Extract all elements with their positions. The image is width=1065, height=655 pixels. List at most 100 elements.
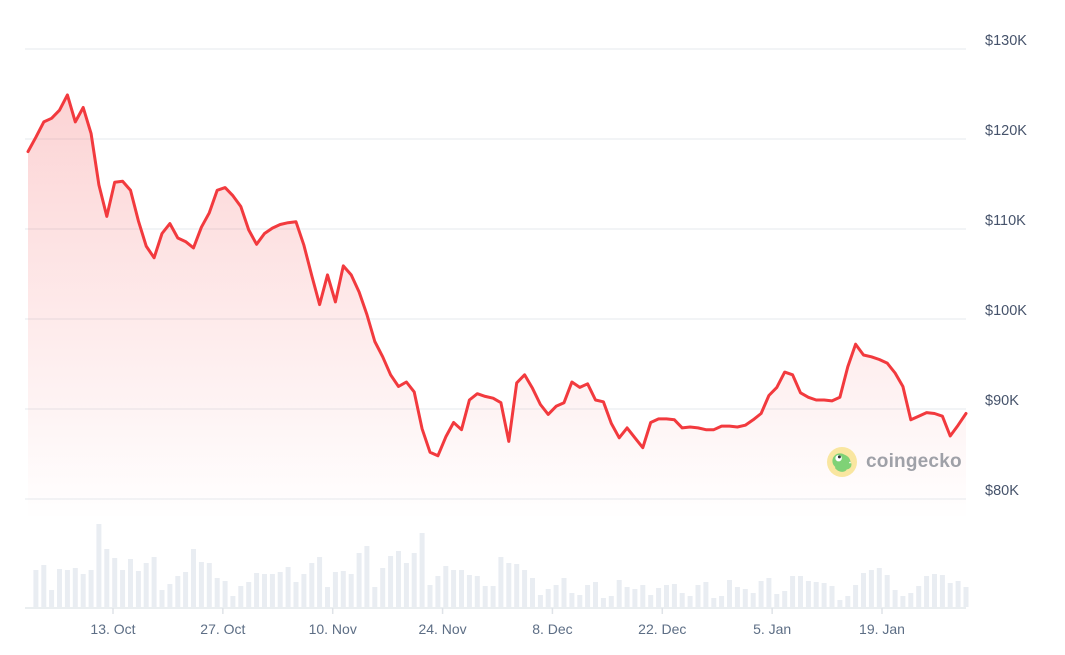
volume-bar bbox=[506, 563, 512, 607]
volume-bar bbox=[924, 576, 930, 607]
volume-bar bbox=[861, 573, 866, 607]
x-tick-label: 13. Oct bbox=[90, 621, 135, 637]
volume-bar bbox=[340, 571, 346, 607]
volume-bar bbox=[466, 575, 472, 607]
x-tick-label: 27. Oct bbox=[200, 621, 245, 637]
volume-bar bbox=[206, 563, 212, 607]
x-tick-label: 5. Jan bbox=[753, 621, 791, 637]
volume-bar bbox=[388, 556, 394, 607]
volume-bar bbox=[325, 587, 330, 607]
volume-bar bbox=[774, 594, 780, 607]
volume-bar bbox=[600, 598, 606, 607]
volume-bar bbox=[892, 590, 898, 607]
volume-bar bbox=[947, 583, 953, 607]
volume-bar bbox=[332, 572, 338, 607]
volume-bar bbox=[727, 580, 732, 607]
volume-bar bbox=[498, 557, 504, 607]
volume-bar bbox=[214, 578, 220, 607]
volume-bar bbox=[183, 572, 189, 607]
volume-bar bbox=[277, 572, 283, 607]
volume-bar bbox=[482, 586, 488, 607]
volume-bar bbox=[640, 585, 646, 607]
volume-bar bbox=[474, 576, 480, 607]
volume-bar bbox=[648, 595, 654, 607]
volume-bar bbox=[64, 570, 70, 607]
volume-bar bbox=[356, 553, 362, 607]
volume-bar bbox=[317, 557, 323, 607]
volume-bar bbox=[490, 586, 496, 607]
volume-bar bbox=[687, 596, 693, 607]
volume-bar bbox=[80, 574, 86, 607]
price-area bbox=[28, 94, 966, 521]
volume-bar bbox=[254, 573, 260, 607]
volume-bar bbox=[932, 574, 937, 607]
volume-bar bbox=[798, 576, 803, 607]
volume-bar bbox=[238, 586, 244, 607]
x-tick-label: 10. Nov bbox=[309, 621, 357, 637]
price-line bbox=[26, 93, 968, 458]
volume-bar bbox=[853, 585, 859, 607]
volume-bar bbox=[608, 596, 614, 607]
volume-bar bbox=[459, 570, 464, 607]
x-tick-label: 24. Nov bbox=[418, 621, 466, 637]
volume-bar bbox=[230, 596, 236, 607]
volume-bar bbox=[837, 600, 843, 607]
volume-bar bbox=[72, 568, 78, 607]
volume-bar bbox=[530, 578, 535, 607]
volume-bar bbox=[766, 578, 772, 607]
volume-bar bbox=[309, 563, 315, 607]
volume-bar bbox=[198, 562, 204, 607]
volume-bar bbox=[679, 593, 685, 607]
volume-bar bbox=[537, 595, 543, 607]
volume-bar bbox=[545, 589, 551, 607]
volume-bar bbox=[569, 593, 575, 607]
x-tick-label: 8. Dec bbox=[532, 621, 572, 637]
volume-bar bbox=[191, 549, 196, 607]
y-tick-label: $80K bbox=[985, 483, 1019, 499]
volume-bar bbox=[151, 557, 157, 607]
volume-bar bbox=[128, 559, 133, 607]
volume-bar bbox=[33, 570, 39, 607]
volume-bar bbox=[49, 590, 55, 607]
volume-bar bbox=[719, 596, 725, 607]
volume-bar bbox=[876, 568, 882, 607]
volume-bar bbox=[955, 581, 961, 607]
y-tick-label: $110K bbox=[985, 213, 1026, 229]
volume-bar bbox=[372, 587, 378, 607]
y-tick-label: $130K bbox=[985, 33, 1027, 49]
volume-bar bbox=[734, 587, 740, 607]
volume-bar bbox=[159, 590, 165, 607]
volume-bar bbox=[380, 568, 386, 607]
volume-bar bbox=[364, 546, 370, 607]
volume-bar bbox=[293, 582, 299, 607]
volume-bar bbox=[443, 566, 449, 607]
volume-bar bbox=[624, 587, 630, 607]
volume-bar bbox=[656, 588, 662, 607]
volume-bar bbox=[632, 589, 638, 607]
volume-bar bbox=[348, 574, 354, 607]
volume-bar bbox=[135, 571, 141, 607]
volume-bar bbox=[285, 567, 291, 607]
volume-bar bbox=[57, 569, 62, 607]
volume-bar bbox=[845, 596, 851, 607]
volume-bar bbox=[963, 587, 969, 607]
volume-bar bbox=[695, 585, 701, 607]
volume-bar bbox=[616, 580, 622, 607]
volume-bar bbox=[790, 576, 796, 607]
volume-bar bbox=[711, 598, 717, 607]
volume-bar bbox=[916, 586, 922, 607]
y-tick-label: $100K bbox=[985, 303, 1027, 319]
volume-bar bbox=[553, 585, 559, 607]
volume-bar bbox=[403, 563, 409, 607]
volume-bar bbox=[884, 575, 890, 607]
volume-bar bbox=[262, 574, 267, 607]
volume-bar bbox=[703, 582, 709, 607]
x-tick-label: 22. Dec bbox=[638, 621, 686, 637]
volume-bar bbox=[120, 570, 126, 607]
volume-bar bbox=[868, 570, 874, 607]
volume-bar bbox=[561, 578, 567, 607]
volume-bar bbox=[782, 591, 788, 607]
volume-bar bbox=[451, 570, 457, 607]
